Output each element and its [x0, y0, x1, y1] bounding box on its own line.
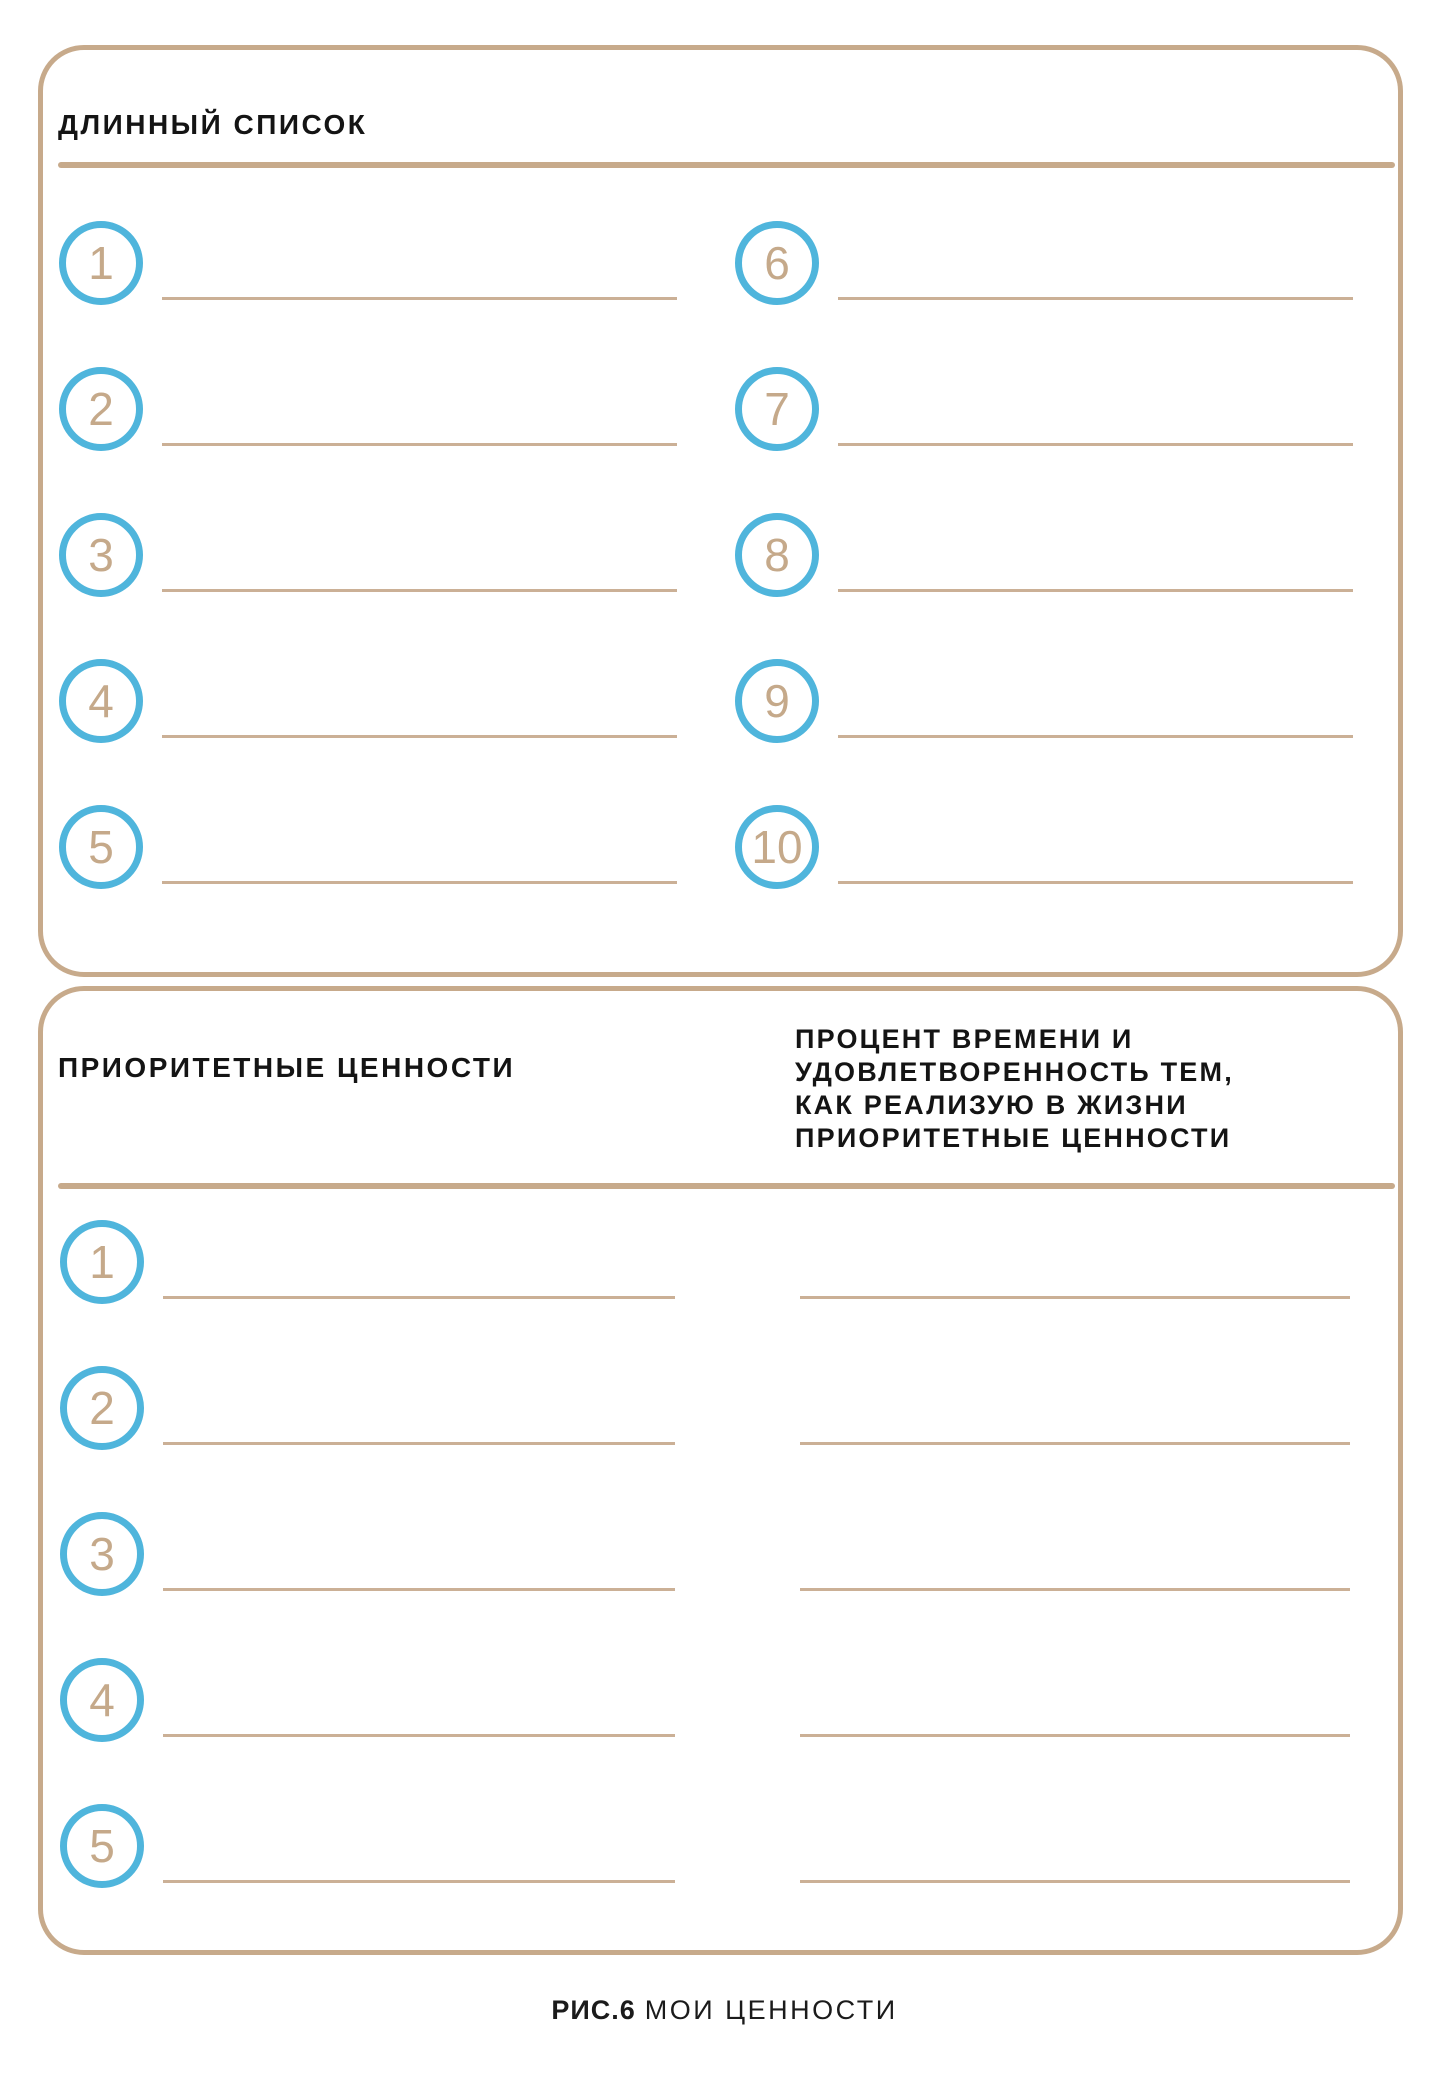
number-badge: 3	[59, 513, 143, 597]
percent-write-line	[800, 1880, 1350, 1883]
number-badge: 2	[60, 1366, 144, 1450]
number-badge: 7	[735, 367, 819, 451]
number-badge: 1	[59, 221, 143, 305]
write-line	[162, 589, 677, 592]
write-line	[162, 297, 677, 300]
percent-time-title-line: УДОВЛЕТВОРЕННОСТЬ ТЕМ,	[795, 1057, 1234, 1087]
number-badge: 9	[735, 659, 819, 743]
number-badge: 8	[735, 513, 819, 597]
percent-write-line	[800, 1442, 1350, 1445]
value-write-line	[163, 1442, 675, 1445]
write-line	[838, 443, 1353, 446]
write-line	[162, 735, 677, 738]
priorities-title: ПРИОРИТЕТНЫЕ ЦЕННОСТИ	[58, 1052, 516, 1084]
figure-caption: РИС.6 МОИ ЦЕННОСТИ	[0, 1995, 1449, 2026]
title-divider	[58, 1183, 1395, 1189]
value-write-line	[163, 1880, 675, 1883]
write-line	[162, 443, 677, 446]
priority-item: 2	[60, 1366, 1390, 1450]
figure-label: РИС.6	[551, 1995, 636, 2025]
title-divider	[58, 162, 1395, 168]
percent-time-title-line: КАК РЕАЛИЗУЮ В ЖИЗНИ	[795, 1090, 1188, 1120]
write-line	[838, 297, 1353, 300]
write-line	[162, 881, 677, 884]
number-badge: 2	[59, 367, 143, 451]
number-badge: 4	[59, 659, 143, 743]
percent-write-line	[800, 1296, 1350, 1299]
value-write-line	[163, 1296, 675, 1299]
figure-caption-text: МОИ ЦЕННОСТИ	[644, 1995, 898, 2025]
percent-time-title: ПРОЦЕНТ ВРЕМЕНИ И УДОВЛЕТВОРЕННОСТЬ ТЕМ,…	[795, 1023, 1234, 1155]
priority-item: 1	[60, 1220, 1390, 1304]
write-line	[838, 589, 1353, 592]
write-line	[838, 881, 1353, 884]
number-badge: 5	[59, 805, 143, 889]
number-badge: 5	[60, 1804, 144, 1888]
priority-item: 3	[60, 1512, 1390, 1596]
value-write-line	[163, 1588, 675, 1591]
percent-write-line	[800, 1588, 1350, 1591]
percent-time-title-line: ПРИОРИТЕТНЫЕ ЦЕННОСТИ	[795, 1123, 1232, 1153]
number-badge: 6	[735, 221, 819, 305]
long-list-title: ДЛИННЫЙ СПИСОК	[58, 109, 368, 141]
number-badge: 1	[60, 1220, 144, 1304]
long-list-panel: ДЛИННЫЙ СПИСОК 1 2 3 4 5 6 7 8 9 10	[38, 45, 1403, 977]
number-badge: 10	[735, 805, 819, 889]
priority-item: 5	[60, 1804, 1390, 1888]
priorities-panel: ПРИОРИТЕТНЫЕ ЦЕННОСТИ ПРОЦЕНТ ВРЕМЕНИ И …	[38, 986, 1403, 1955]
value-write-line	[163, 1734, 675, 1737]
number-badge: 4	[60, 1658, 144, 1742]
number-badge: 3	[60, 1512, 144, 1596]
percent-time-title-line: ПРОЦЕНТ ВРЕМЕНИ И	[795, 1024, 1134, 1054]
write-line	[838, 735, 1353, 738]
priority-item: 4	[60, 1658, 1390, 1742]
percent-write-line	[800, 1734, 1350, 1737]
